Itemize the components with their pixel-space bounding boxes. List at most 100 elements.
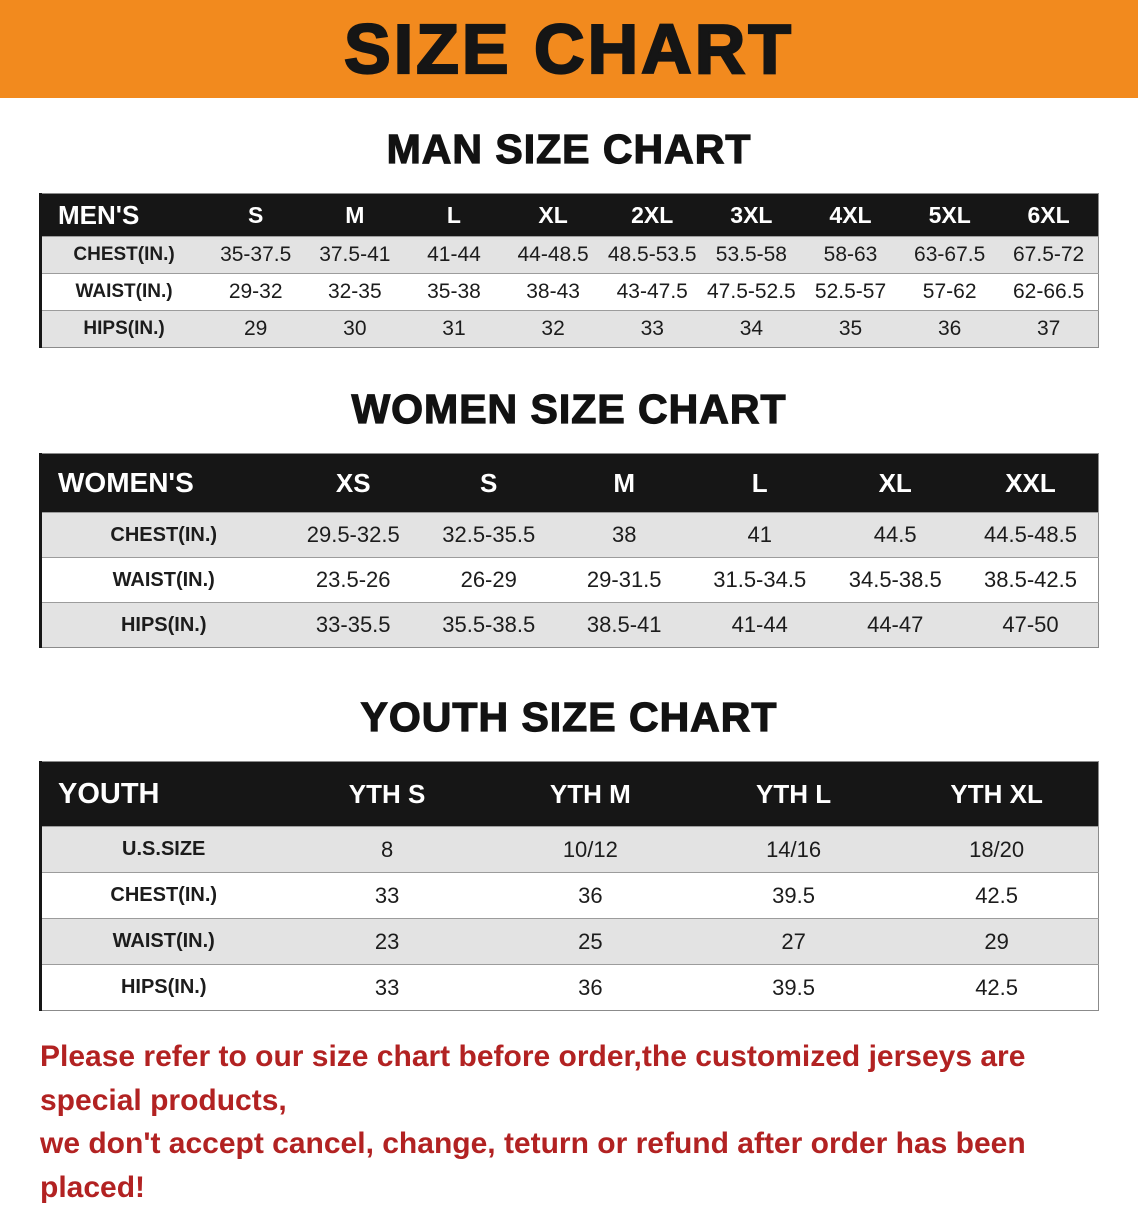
size-value: 29-32 — [228, 280, 283, 303]
size-value: 32 — [541, 317, 565, 340]
size-column-header: 6XL — [999, 193, 1099, 237]
group-label-header: YOUTH — [40, 761, 286, 827]
table-row: CHEST(IN.) 35-37.5 37.5-41 41-44 44-48.5 48.5… — [40, 236, 1099, 274]
size-value: 33 — [374, 974, 400, 1000]
size-value: 42.5 — [975, 974, 1019, 1000]
size-value: 37 — [1036, 317, 1061, 340]
table-row: HIPS(IN.) 33-35.5 35.5-38.5 38.5-41 41-44 44-… — [40, 602, 1099, 648]
size-value: 10/12 — [562, 836, 618, 862]
size-column-header: 3XL — [701, 193, 801, 237]
size-value: 44.5 — [873, 522, 917, 547]
size-column-header: L — [404, 193, 504, 237]
size-column-header: 4XL — [800, 193, 901, 237]
size-column-header: S — [206, 193, 306, 237]
measurement-label: WAIST(IN.) — [112, 568, 215, 591]
size-value: 35.5-38.5 — [442, 612, 536, 637]
size-value: 35-37.5 — [220, 243, 292, 266]
size-value: 63-67.5 — [914, 243, 986, 266]
measurement-label: HIPS(IN.) — [83, 318, 165, 339]
men-section-heading: MAN SIZE CHART — [386, 125, 752, 172]
size-value: 44-47 — [867, 612, 924, 637]
measurement-label: HIPS(IN.) — [120, 976, 207, 998]
size-value: 35 — [838, 317, 863, 340]
size-value: 37.5-41 — [319, 243, 391, 266]
size-value: 31 — [442, 317, 466, 340]
size-value: 38.5-42.5 — [984, 567, 1077, 592]
table-row: HIPS(IN.) 33 36 39.5 42.5 — [40, 964, 1099, 1011]
size-column-header: XS — [285, 453, 421, 513]
youth-section-heading: YOUTH SIZE CHART — [360, 693, 778, 740]
table-row: WAIST(IN.) 23.5-26 26-29 29-31.5 31.5-34.5 34… — [40, 557, 1099, 603]
men-size-section: MAN SIZE CHART MEN'S S M L XL 2XL 3XL 4XL 5XL 6XL… — [0, 125, 1138, 348]
size-value: 67.5-72 — [1013, 243, 1085, 266]
size-value: 34.5-38.5 — [848, 567, 942, 592]
youth-size-table: YOUTH YTH S YTH M YTH L YTH XL U.S.SIZE 8 10/12… — [39, 761, 1099, 1011]
size-value: 58-63 — [823, 243, 878, 266]
size-value: 29 — [244, 317, 268, 340]
table-row: CHEST(IN.) 29.5-32.5 32.5-35.5 38 41 44.5 44.5… — [40, 512, 1099, 558]
size-value: 36 — [578, 974, 603, 1000]
measurement-label: CHEST(IN.) — [110, 884, 218, 906]
table-row: WAIST(IN.) 23 25 27 29 — [40, 918, 1099, 965]
size-value: 33 — [640, 317, 664, 340]
size-column-header: XL — [503, 193, 603, 237]
size-value: 29.5-32.5 — [306, 522, 400, 547]
table-row: WAIST(IN.) 29-32 32-35 35-38 38-43 43-47.5 47.… — [40, 273, 1099, 311]
size-column-header: XXL — [962, 453, 1099, 513]
size-value: 41 — [747, 522, 772, 547]
size-value: 30 — [343, 317, 367, 340]
banner-title: SIZE CHART — [343, 9, 794, 89]
footer-note: Please refer to our size chart before or… — [40, 1035, 1120, 1209]
size-column-header: 2XL — [602, 193, 702, 237]
size-value: 47.5-52.5 — [707, 280, 796, 303]
size-column-header: M — [305, 193, 405, 237]
size-value: 41-44 — [731, 612, 788, 637]
size-value: 33 — [374, 882, 400, 908]
table-row: HIPS(IN.) 29 30 31 32 33 34 35 36 37 — [40, 310, 1099, 348]
size-value: 33-35.5 — [315, 612, 391, 637]
table-header-row: WOMEN'S XS S M L XL XXL — [40, 453, 1099, 513]
size-value: 31.5-34.5 — [713, 567, 807, 592]
measurement-label: HIPS(IN.) — [120, 613, 207, 636]
size-value: 62-66.5 — [1013, 280, 1085, 303]
size-value: 44.5-48.5 — [984, 522, 1077, 547]
size-value: 29 — [984, 928, 1009, 954]
size-value: 32-35 — [327, 280, 382, 303]
size-value: 38 — [611, 522, 637, 547]
size-value: 38.5-41 — [586, 612, 662, 637]
men-size-table: MEN'S S M L XL 2XL 3XL 4XL 5XL 6XL CHEST(IN.) 35-37… — [39, 193, 1099, 348]
size-value: 26-29 — [460, 567, 517, 592]
measurement-label: WAIST(IN.) — [75, 281, 173, 302]
footer-line-1: Please refer to our size chart before or… — [40, 1040, 1026, 1117]
size-value: 42.5 — [975, 882, 1019, 908]
footer-line-2: we don't accept cancel, change, teturn o… — [40, 1127, 1026, 1204]
size-value: 41-44 — [427, 243, 481, 266]
size-value: 36 — [578, 882, 603, 908]
women-section-heading: WOMEN SIZE CHART — [351, 385, 787, 432]
size-value: 47-50 — [1002, 612, 1059, 637]
women-size-section: WOMEN SIZE CHART WOMEN'S XS S M L XL XXL CHEST(… — [0, 385, 1138, 648]
measurement-label: CHEST(IN.) — [73, 244, 175, 265]
table-row: U.S.SIZE 8 10/12 14/16 18/20 — [40, 826, 1099, 873]
size-value: 14/16 — [766, 836, 822, 862]
size-value: 35-38 — [427, 280, 481, 303]
group-label-header: WOMEN'S — [40, 453, 286, 513]
size-column-header: L — [691, 453, 828, 513]
size-value: 18/20 — [969, 836, 1025, 862]
size-value: 39.5 — [772, 974, 815, 1000]
size-value: 25 — [578, 928, 603, 954]
size-value: 52.5-57 — [814, 280, 887, 303]
size-value: 43-47.5 — [616, 280, 688, 303]
size-column-header: S — [420, 453, 557, 513]
size-column-header: YTH XL — [895, 761, 1099, 827]
measurement-label: WAIST(IN.) — [112, 930, 215, 952]
size-value: 32.5-35.5 — [442, 522, 536, 547]
measurement-label: U.S.SIZE — [122, 838, 206, 860]
youth-size-section: YOUTH SIZE CHART YOUTH YTH S YTH M YTH L YTH… — [0, 693, 1138, 1011]
size-value: 57-62 — [922, 280, 977, 303]
size-column-header: XL — [827, 453, 963, 513]
size-column-header: YTH M — [488, 761, 692, 827]
size-value: 23 — [374, 928, 400, 954]
group-label-header: MEN'S — [40, 193, 207, 237]
size-column-header: M — [556, 453, 692, 513]
